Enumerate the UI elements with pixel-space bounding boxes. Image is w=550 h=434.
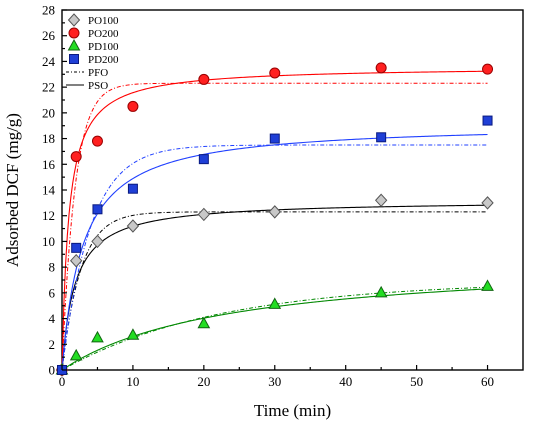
pfo-fit-po100 [61, 211, 488, 371]
data-markers [55, 62, 494, 377]
x-axis-title: Time (min) [254, 401, 331, 420]
x-tick-label: 20 [197, 374, 210, 389]
y-tick-label: 26 [42, 28, 56, 43]
legend-label: PO200 [88, 28, 119, 40]
x-tick-label: 30 [268, 374, 281, 389]
data-point [268, 297, 282, 309]
x-tick-label: 50 [410, 374, 423, 389]
legend-label: PFO [88, 67, 108, 79]
data-point [91, 234, 104, 249]
x-tick-label: 40 [339, 374, 352, 389]
data-point [127, 183, 138, 194]
series-pd200 [57, 115, 493, 375]
pso-fit-pd200 [61, 133, 488, 371]
y-tick-label: 6 [49, 285, 56, 300]
series-po100 [55, 193, 494, 377]
y-tick-label: 20 [42, 105, 55, 120]
data-point [126, 219, 140, 233]
y-tick-label: 28 [42, 3, 55, 18]
pso-fit-po200 [61, 70, 488, 371]
pso-fit-po100 [61, 204, 488, 371]
y-tick-label: 0 [49, 363, 56, 378]
data-point [269, 67, 281, 79]
pfo-fit-pd200 [61, 144, 488, 371]
data-point [481, 279, 494, 291]
legend-label: PSO [88, 80, 108, 92]
legend-label: PO100 [88, 15, 119, 27]
data-point [482, 115, 493, 126]
y-tick-label: 4 [49, 311, 56, 326]
data-point [92, 204, 103, 215]
x-tick-label: 60 [481, 374, 494, 389]
x-axis-ticks: 0 10 20 30 40 50 60 [59, 365, 494, 389]
data-point [482, 63, 494, 75]
series-po200 [56, 62, 494, 376]
data-point [374, 285, 388, 298]
legend-label: PD200 [88, 54, 119, 66]
x-tick-label: 10 [126, 374, 139, 389]
data-point [126, 328, 140, 340]
data-point [375, 62, 387, 74]
legend-marker-po100 [67, 13, 81, 27]
pfo-fit-pd100 [61, 286, 488, 371]
legend-marker-pd100 [67, 38, 81, 51]
y-axis-title: Adsorbed DCF (mg/g) [3, 113, 22, 267]
y-tick-label: 2 [49, 337, 56, 352]
y-tick-label: 24 [42, 54, 56, 69]
data-point [197, 207, 211, 222]
data-point [269, 133, 280, 144]
y-tick-label: 22 [42, 80, 55, 95]
data-point [376, 132, 387, 143]
data-point [70, 253, 83, 268]
data-point [69, 348, 83, 361]
x-tick-label: 0 [59, 374, 66, 389]
data-point [71, 242, 82, 253]
data-point [197, 316, 211, 329]
series-pd100 [55, 279, 494, 375]
data-point [70, 151, 82, 163]
data-point [198, 73, 210, 85]
data-point [481, 196, 494, 210]
legend-marker-pd200 [69, 54, 79, 64]
y-tick-label: 12 [42, 208, 55, 223]
data-point [127, 100, 139, 112]
y-tick-label: 8 [49, 260, 56, 275]
data-point [268, 205, 281, 219]
fit-curves [61, 70, 488, 371]
data-point [198, 154, 209, 165]
y-tick-label: 18 [42, 131, 55, 146]
data-point [374, 193, 388, 208]
data-point [91, 330, 104, 343]
pfo-fit-po200 [61, 82, 488, 371]
y-tick-label: 16 [42, 157, 56, 172]
legend-marker-po200 [68, 27, 80, 39]
y-tick-label: 10 [42, 234, 55, 249]
y-tick-label: 14 [42, 183, 56, 198]
legend-label: PD100 [88, 41, 119, 53]
data-point [91, 135, 103, 147]
